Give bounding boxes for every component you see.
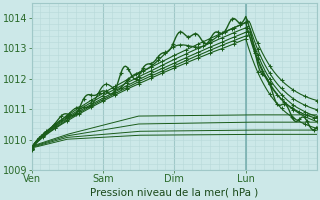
X-axis label: Pression niveau de la mer( hPa ): Pression niveau de la mer( hPa )	[90, 187, 259, 197]
